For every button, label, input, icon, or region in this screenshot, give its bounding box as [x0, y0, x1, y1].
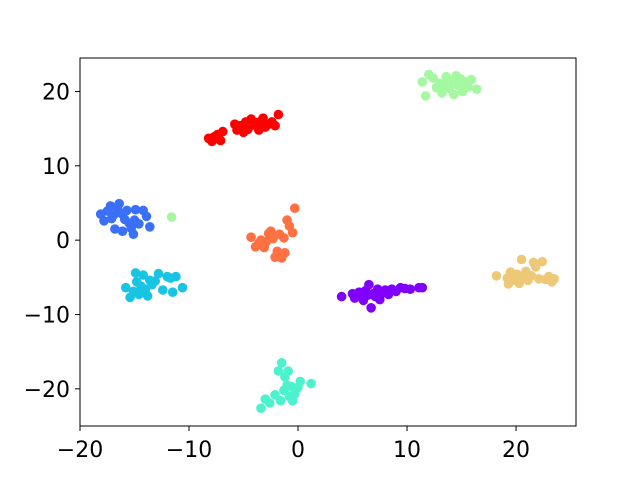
y-tick-label: −20 [24, 378, 70, 403]
point-cluster-5-2 [417, 77, 428, 87]
point-cluster-4-6 [275, 395, 286, 406]
point-cluster-5-3 [420, 91, 431, 101]
data-points [95, 69, 559, 414]
x-tick-label: 10 [393, 438, 421, 463]
point-cluster-7-19 [287, 227, 298, 238]
point-cluster-8-23 [273, 109, 284, 120]
point-cluster-3-4 [130, 268, 141, 278]
point-cluster-2-21 [141, 211, 152, 222]
point-cluster-4-1 [256, 403, 266, 414]
point-cluster-2-18 [130, 204, 141, 215]
point-cluster-3-15 [158, 285, 168, 295]
point-cluster-7-1 [246, 232, 256, 242]
point-cluster-8-5 [215, 135, 226, 146]
point-cluster-8-22 [270, 120, 280, 131]
x-tick-label: 20 [502, 438, 530, 463]
point-cluster-3-14 [153, 268, 164, 279]
y-axis: −20 −10 0 10 20 [24, 80, 80, 403]
point-cluster-4-18 [306, 378, 316, 389]
point-cluster-3-13 [150, 276, 160, 286]
point-cluster-6-16 [537, 256, 547, 267]
point-cluster-3-8 [138, 270, 148, 280]
point-cluster-1-22 [405, 284, 416, 295]
point-cluster-2-9 [114, 198, 124, 209]
point-cluster-5-1 [166, 212, 177, 222]
point-cluster-5-5 [428, 73, 439, 83]
point-cluster-2-16 [128, 229, 139, 239]
point-cluster-6-12 [526, 271, 537, 281]
point-cluster-3-18 [167, 287, 178, 298]
point-cluster-5-13 [449, 89, 459, 100]
point-cluster-4-5 [273, 366, 284, 376]
point-cluster-3-6 [134, 289, 144, 300]
point-cluster-6-14 [530, 262, 541, 272]
point-cluster-7-20 [290, 203, 300, 213]
point-cluster-8-6 [218, 126, 228, 137]
y-tick-label: 20 [42, 80, 70, 105]
plot-frame [79, 57, 577, 427]
point-cluster-6-1 [491, 271, 502, 281]
point-cluster-2-7 [110, 224, 120, 234]
point-cluster-6-8 [516, 254, 527, 265]
x-tick-label: −10 [166, 438, 212, 463]
point-cluster-5-19 [463, 82, 473, 92]
point-cluster-5-21 [472, 84, 482, 94]
point-cluster-7-8 [266, 226, 276, 236]
point-cluster-6-20 [549, 274, 559, 284]
point-cluster-1-9 [364, 279, 374, 290]
point-cluster-5-20 [466, 74, 477, 85]
point-cluster-3-1 [121, 282, 131, 293]
x-tick-label: 0 [291, 438, 305, 463]
point-cluster-1-1 [336, 291, 347, 302]
y-tick-label: −10 [24, 303, 70, 328]
point-cluster-4-3 [264, 398, 275, 408]
point-cluster-7-16 [280, 248, 290, 258]
y-tick-label: 0 [56, 229, 70, 254]
point-cluster-2-22 [145, 222, 155, 232]
x-axis: −20 −10 0 10 20 [57, 426, 530, 463]
point-cluster-5-8 [437, 88, 447, 98]
point-cluster-3-20 [177, 282, 188, 293]
point-cluster-2-19 [134, 219, 144, 229]
point-cluster-2-11 [117, 226, 128, 236]
point-cluster-4-17 [295, 376, 306, 387]
point-cluster-3-10 [142, 291, 153, 301]
point-cluster-3-19 [171, 271, 181, 282]
point-cluster-7-15 [279, 233, 289, 243]
point-cluster-1-24 [417, 282, 428, 293]
x-tick-label: −20 [57, 438, 103, 463]
y-tick-label: 10 [42, 155, 70, 180]
point-cluster-4-7 [276, 358, 287, 368]
point-cluster-2-2 [99, 216, 109, 226]
point-cluster-1-10 [366, 303, 376, 313]
point-cluster-2-13 [122, 205, 132, 216]
point-cluster-4-11 [283, 366, 294, 376]
